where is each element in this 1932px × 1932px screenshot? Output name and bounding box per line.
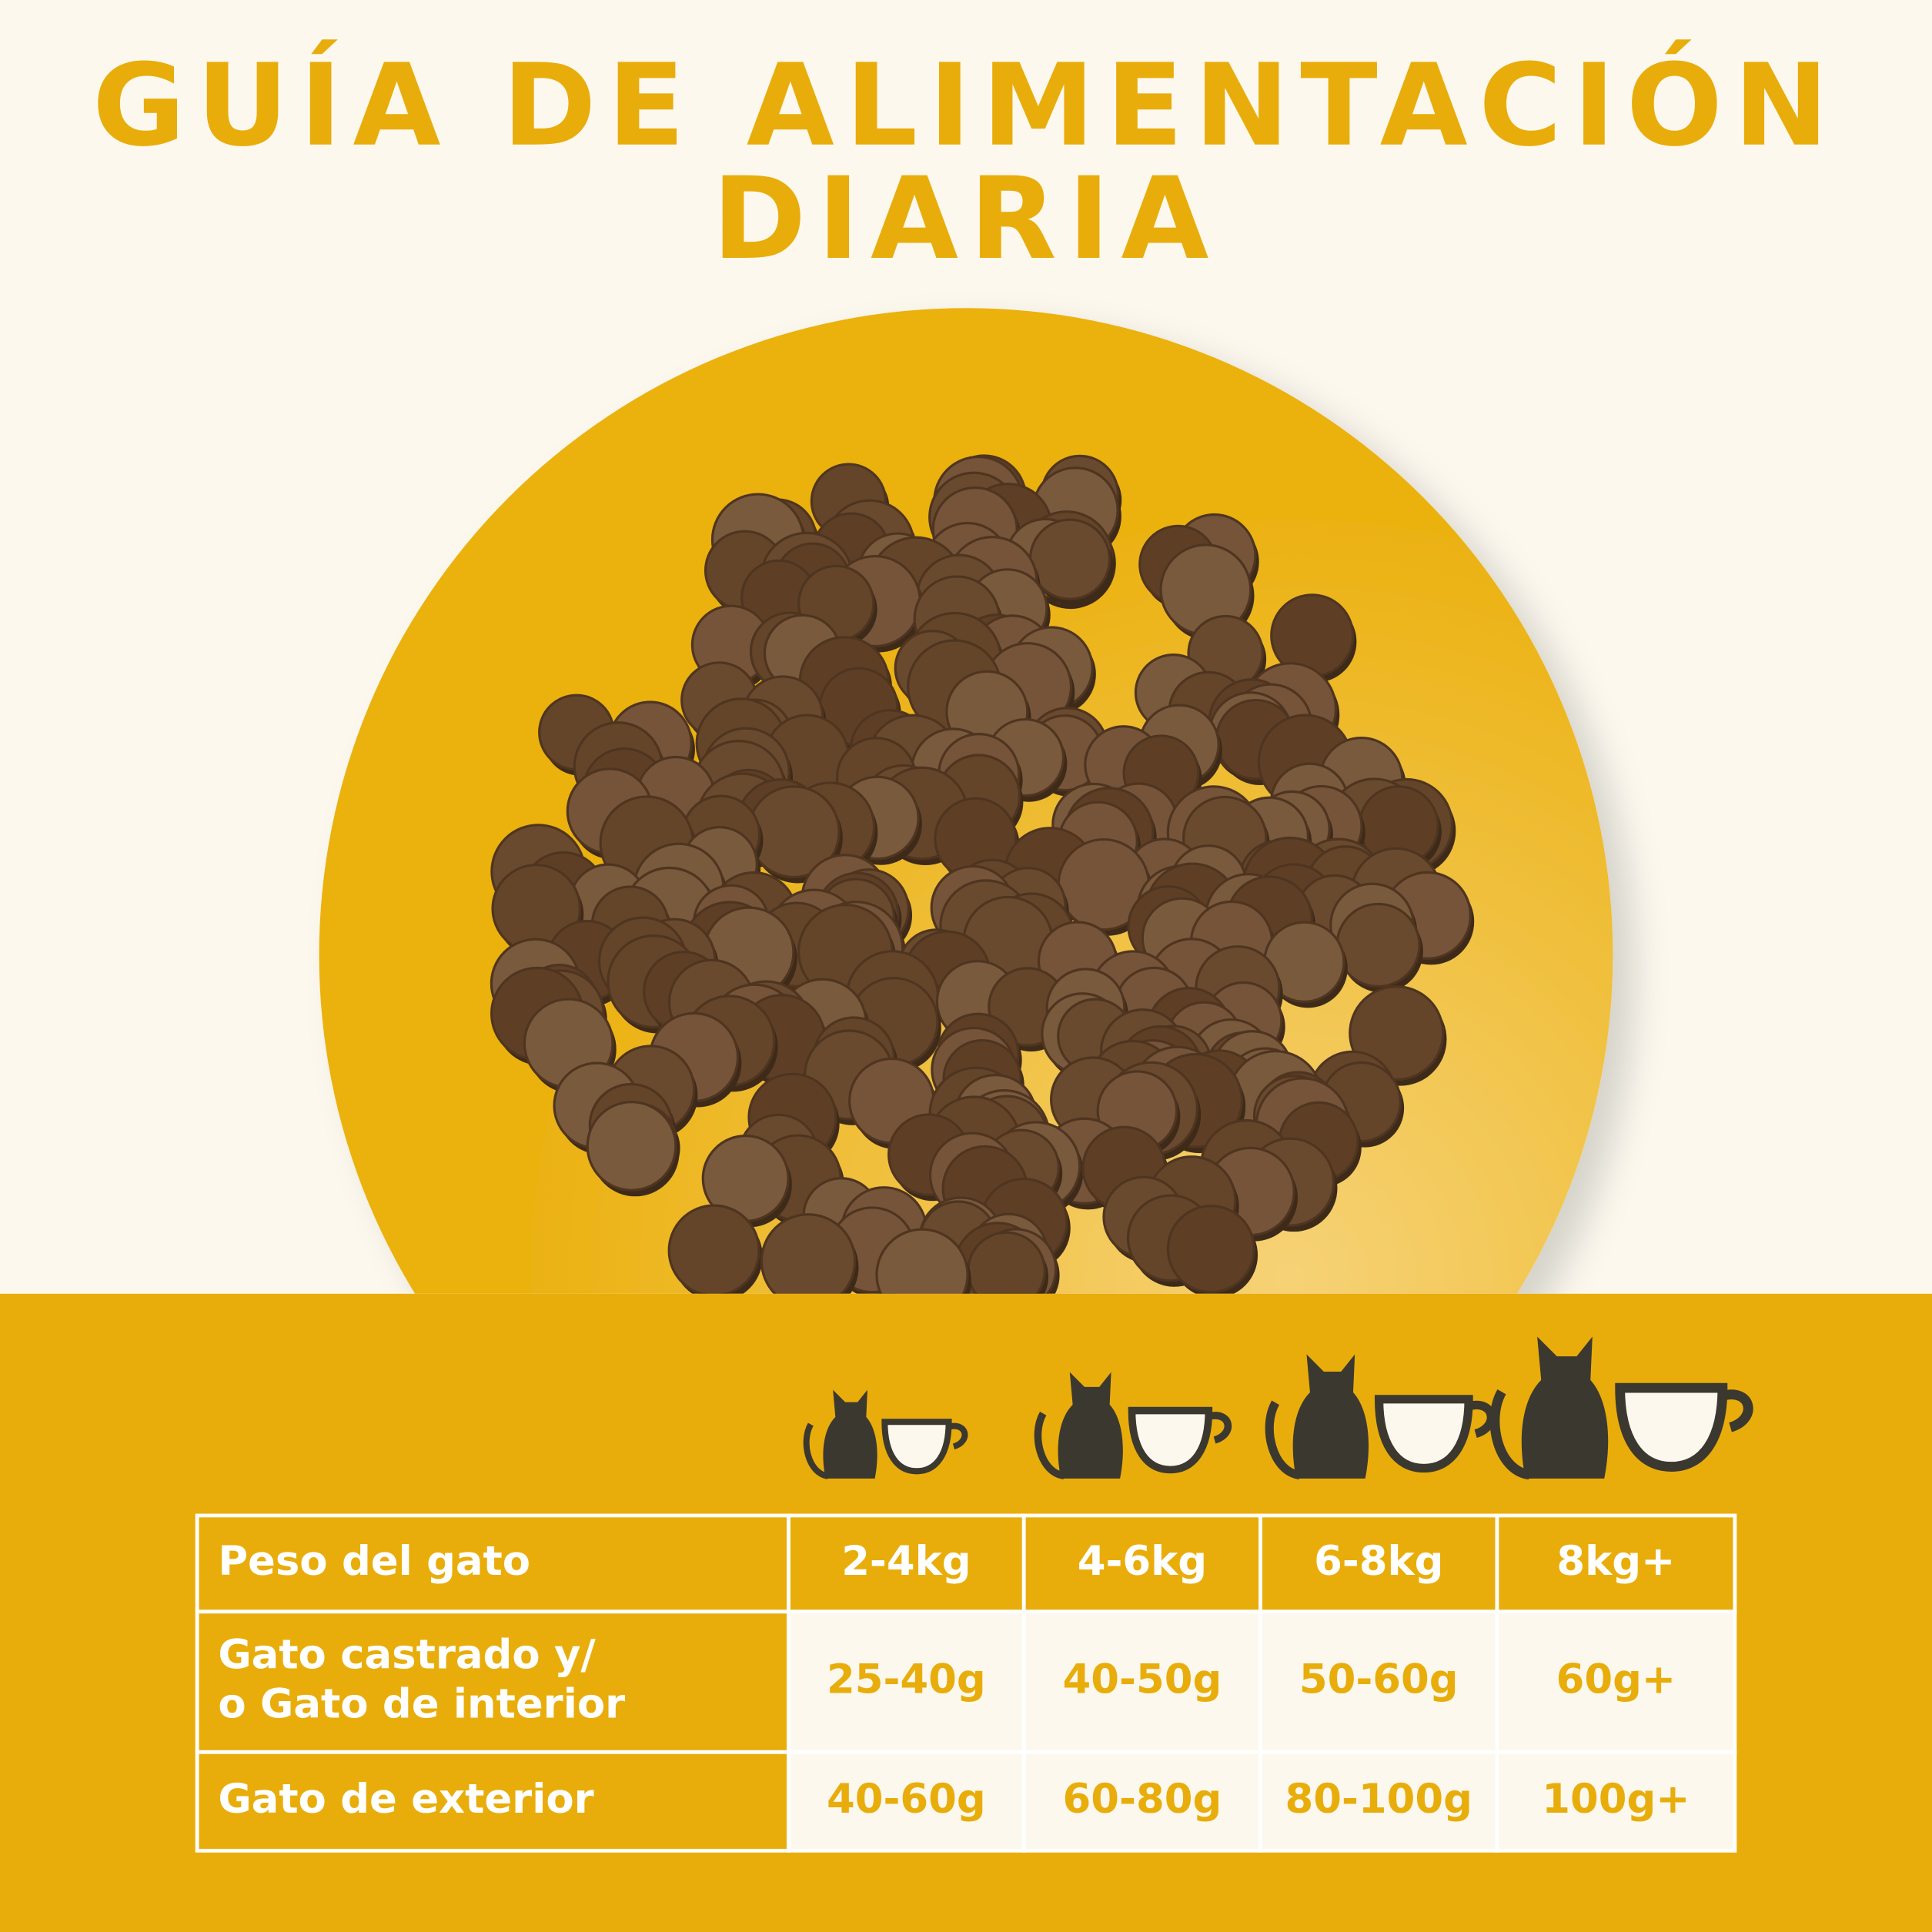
cat-tail (803, 1422, 829, 1479)
kibble-pile (490, 454, 1475, 1294)
table-cell (1258, 1750, 1499, 1853)
table-cell (1021, 1609, 1262, 1754)
cat-bowl-icon (1489, 1336, 1753, 1480)
kibble (1028, 518, 1111, 600)
bowl (1374, 1395, 1473, 1473)
cat-tail (1034, 1412, 1065, 1479)
kibble (760, 1213, 857, 1294)
portion: 40-50g (1063, 1656, 1222, 1703)
table-cell (787, 1750, 1026, 1853)
table-cell (1495, 1609, 1737, 1754)
table-cell (1258, 1609, 1499, 1754)
cat-tail (1489, 1389, 1531, 1480)
title-line: DIARIA (712, 152, 1220, 285)
column-header: 6-8kg (1314, 1538, 1443, 1585)
table: Peso del gato 2-4kg 4-6kg 6-8kg 8kg+ Gato cas… (195, 1513, 1737, 1853)
cat-tail (1265, 1400, 1301, 1479)
bowl (1615, 1382, 1728, 1472)
portion: 50-60g (1299, 1656, 1459, 1703)
row-label: Gato castrado y/ (218, 1632, 596, 1679)
portion: 25-40g (827, 1656, 986, 1703)
portion: 100g+ (1542, 1776, 1690, 1823)
table-cell (1495, 1750, 1737, 1853)
kibble (875, 1228, 969, 1294)
kibble (586, 1101, 677, 1192)
kibble (667, 1204, 760, 1294)
table-cell (1021, 1750, 1262, 1853)
column-header: 8kg+ (1556, 1538, 1675, 1585)
cat-bowl-icon (803, 1389, 968, 1479)
row-label: o Gato de interior (218, 1681, 625, 1728)
table-cell (195, 1750, 791, 1853)
table-cell (195, 1609, 791, 1754)
cat (1058, 1372, 1123, 1479)
row-header: Peso del gato (218, 1538, 530, 1585)
bowl (881, 1419, 952, 1475)
table-cell (1495, 1513, 1737, 1614)
portion: 40-60g (827, 1776, 986, 1823)
table-cell (787, 1609, 1026, 1754)
portion: 60-80g (1063, 1776, 1222, 1823)
bowl (1128, 1406, 1213, 1474)
title-line: GUÍA DE ALIMENTACIÓN (92, 38, 1840, 172)
cat-bowl-icon (1034, 1372, 1232, 1479)
plate-photo (319, 308, 1613, 1294)
table-cell (195, 1513, 791, 1614)
kibble (1166, 1205, 1255, 1294)
column-header: 2-4kg (841, 1538, 971, 1585)
column-header: 4-6kg (1078, 1538, 1207, 1585)
kibble (1335, 902, 1421, 988)
cat-bowl-icon (1265, 1354, 1496, 1479)
portion: 60g+ (1556, 1656, 1676, 1703)
bowl-handle (1721, 1389, 1753, 1432)
cat-icons (803, 1336, 1753, 1480)
bowl-handle (948, 1422, 968, 1450)
row-label: Gato de exterior (218, 1776, 593, 1823)
bowl-handle (1208, 1412, 1232, 1444)
portion: 80-100g (1285, 1776, 1472, 1823)
cat (1521, 1336, 1609, 1479)
cat (1292, 1354, 1369, 1479)
cat (823, 1389, 877, 1479)
